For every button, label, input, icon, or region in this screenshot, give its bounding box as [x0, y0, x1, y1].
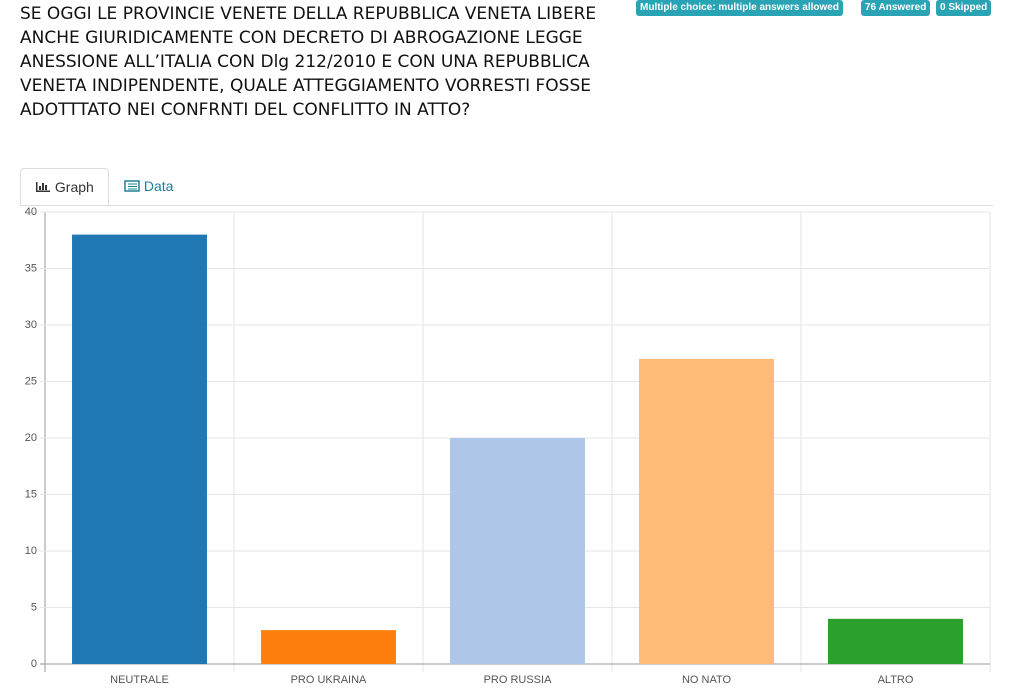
- tab-label: Graph: [54, 179, 94, 195]
- question: SE OGGI LE PROVINCIE VENETE DELLA REPUBB…: [20, 2, 596, 122]
- question-line: VENETA INDIPENDENTE, QUALE ATTEGGIAMENTO…: [20, 76, 591, 96]
- bar: [450, 438, 585, 664]
- x-tick-label: NEUTRALE: [110, 674, 169, 686]
- y-tick-label: 25: [25, 375, 37, 387]
- bar: [72, 234, 207, 664]
- x-tick-label: PRO UKRAINA: [291, 674, 367, 686]
- bar: [261, 630, 396, 664]
- question-line: ANESSIONE ALL’ITALIA CON Dlg 212/2010 E …: [20, 52, 590, 72]
- x-tick-label: NO NATO: [682, 674, 732, 686]
- x-tick-label: ALTRO: [878, 674, 914, 686]
- question-line: SE OGGI LE PROVINCIE VENETE DELLA REPUBB…: [20, 4, 597, 24]
- bar: [828, 618, 963, 664]
- bar: [639, 358, 774, 664]
- tab-label: Data: [143, 178, 174, 194]
- y-tick-label: 15: [25, 488, 37, 500]
- y-tick-label: 0: [31, 658, 37, 670]
- icon: [36, 182, 50, 192]
- question-line: ADOTTTATO NEI CONFRNTI DEL CONFLITTO IN …: [20, 100, 471, 120]
- badge: Multiple choice: multiple answers allowe…: [636, 0, 843, 16]
- y-tick-label: 35: [25, 262, 37, 274]
- y-tick-label: 30: [25, 319, 37, 331]
- y-tick-label: 20: [25, 432, 37, 444]
- question-line: ANCHE GIURIDICAMENTE CON DECRETO DI ABRO…: [20, 28, 583, 48]
- y-tick-label: 10: [25, 545, 37, 557]
- tab-border: [20, 205, 993, 206]
- y-tick-label: 5: [31, 601, 37, 613]
- graph-tab[interactable]: Graph: [20, 168, 109, 207]
- badge: 76 Answered: [861, 0, 931, 16]
- icon: [124, 180, 140, 192]
- data-tab[interactable]: Data: [110, 168, 187, 205]
- x-tick-label: PRO RUSSIA: [484, 674, 553, 686]
- y-tick-label: 40: [25, 206, 37, 218]
- badge: 0 Skipped: [936, 0, 992, 16]
